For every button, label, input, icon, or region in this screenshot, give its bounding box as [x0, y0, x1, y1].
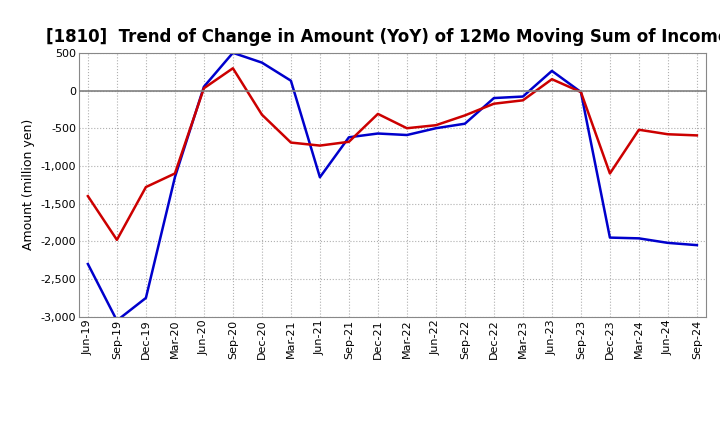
- Ordinary Income: [315, 175, 324, 180]
- Net Income: [171, 171, 179, 176]
- Net Income: [374, 111, 382, 117]
- Ordinary Income: [171, 175, 179, 180]
- Ordinary Income: [461, 121, 469, 126]
- Ordinary Income: [577, 89, 585, 95]
- Net Income: [112, 237, 121, 242]
- Ordinary Income: [693, 242, 701, 248]
- Net Income: [490, 101, 498, 106]
- Ordinary Income: [142, 295, 150, 301]
- Ordinary Income: [112, 318, 121, 323]
- Ordinary Income: [548, 68, 557, 73]
- Ordinary Income: [402, 132, 411, 138]
- Net Income: [548, 77, 557, 82]
- Ordinary Income: [664, 240, 672, 246]
- Line: Ordinary Income: Ordinary Income: [88, 53, 697, 321]
- Net Income: [315, 143, 324, 148]
- Net Income: [634, 127, 643, 132]
- Net Income: [84, 194, 92, 199]
- Net Income: [461, 113, 469, 118]
- Ordinary Income: [490, 95, 498, 101]
- Ordinary Income: [199, 84, 208, 89]
- Net Income: [228, 66, 237, 71]
- Ordinary Income: [345, 135, 354, 140]
- Net Income: [258, 112, 266, 117]
- Y-axis label: Amount (million yen): Amount (million yen): [22, 119, 35, 250]
- Ordinary Income: [374, 131, 382, 136]
- Ordinary Income: [228, 50, 237, 55]
- Net Income: [518, 98, 527, 103]
- Net Income: [606, 171, 614, 176]
- Net Income: [287, 140, 295, 145]
- Ordinary Income: [84, 261, 92, 267]
- Net Income: [693, 133, 701, 138]
- Ordinary Income: [606, 235, 614, 240]
- Net Income: [664, 132, 672, 137]
- Line: Net Income: Net Income: [88, 68, 697, 240]
- Ordinary Income: [518, 94, 527, 99]
- Ordinary Income: [287, 78, 295, 83]
- Title: [1810]  Trend of Change in Amount (YoY) of 12Mo Moving Sum of Incomes: [1810] Trend of Change in Amount (YoY) o…: [46, 28, 720, 46]
- Net Income: [345, 139, 354, 144]
- Net Income: [402, 125, 411, 131]
- Net Income: [577, 89, 585, 95]
- Ordinary Income: [431, 125, 440, 131]
- Net Income: [142, 184, 150, 190]
- Net Income: [431, 123, 440, 128]
- Ordinary Income: [258, 60, 266, 65]
- Net Income: [199, 86, 208, 91]
- Ordinary Income: [634, 236, 643, 241]
